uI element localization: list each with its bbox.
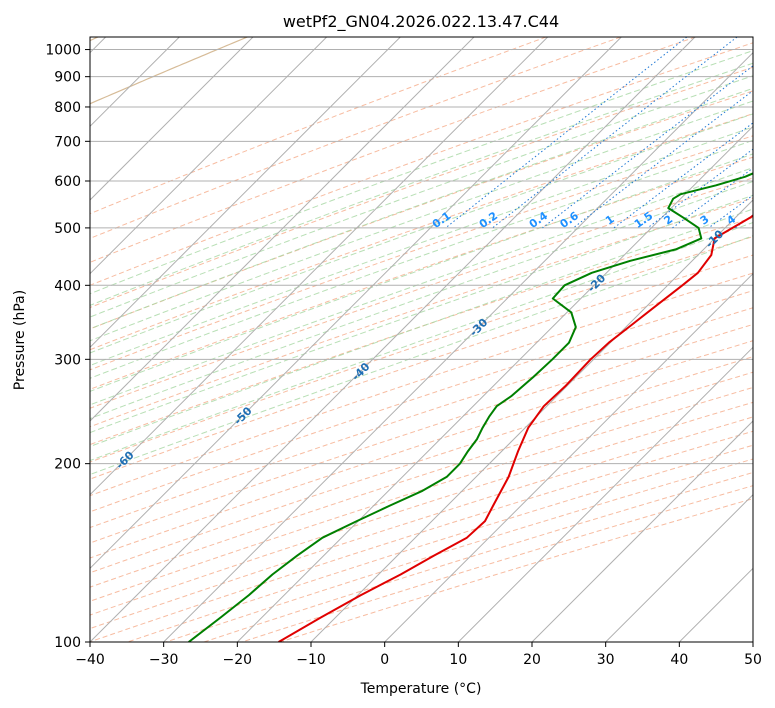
isotherm-gridline [605, 493, 753, 642]
sounding-profiles [188, 172, 753, 642]
x-tick-label: −20 [223, 652, 253, 668]
background-lines [90, 37, 753, 642]
dry-adiabat-line [90, 66, 753, 309]
moist-adiabat-line [90, 50, 753, 295]
axis-ticks: −40 −30 −20 −10 0 10 20 30 40 50 100 200 300 400 500 60… [45, 43, 762, 668]
isotherm-gridline [752, 641, 753, 642]
moist-adiabat-line [90, 180, 753, 420]
mixing-ratio-line [492, 37, 738, 229]
moist-adiabat-line [90, 208, 753, 448]
profile-line [278, 214, 753, 642]
x-tick-label: 40 [670, 652, 688, 668]
dry-adiabat-line [90, 386, 753, 602]
dry-adiabat-line [90, 37, 622, 239]
dry-adiabat-line [90, 272, 753, 497]
moist-adiabat-line [90, 75, 753, 318]
isotherm-label: -70 [0, 493, 19, 516]
isotherm-gridline [531, 420, 753, 642]
dry-adiabat-line [90, 371, 753, 588]
moist-adiabat-line [90, 194, 753, 434]
dry-adiabat-line [90, 113, 753, 351]
x-tick-label: −40 [75, 652, 105, 668]
y-tick-label: 300 [54, 352, 81, 368]
dry-adiabat-line [90, 323, 753, 544]
dry-adiabat-line [90, 254, 753, 480]
mixing-ratio-line [572, 90, 753, 229]
y-tick-label: 200 [54, 457, 81, 473]
y-tick-label: 600 [54, 174, 81, 190]
profile-line [188, 172, 753, 642]
isotherm-gridline [457, 346, 753, 642]
dry-adiabat-line [90, 156, 753, 390]
isotherm-gridline [236, 125, 753, 642]
moist-adiabat-line [90, 87, 753, 330]
x-tick-label: −30 [149, 652, 179, 668]
x-tick-label: 10 [449, 652, 467, 668]
plot-frame [89, 36, 754, 643]
dry-adiabat-line [90, 307, 753, 529]
x-tick-label: −10 [296, 652, 326, 668]
dry-adiabat-line [90, 290, 753, 513]
dry-adiabat-line [90, 356, 753, 574]
isotherm-gridline [90, 37, 254, 201]
y-tick-label: 800 [54, 100, 81, 116]
y-tick-label: 500 [54, 221, 81, 237]
isotherm-gridline [90, 37, 549, 496]
y-tick-label: 100 [54, 635, 81, 651]
x-tick-label: 0 [380, 652, 389, 668]
isotherm-gridline [90, 37, 328, 275]
y-axis-label: Pressure (hPa) [12, 290, 28, 390]
isotherm-gridline [90, 37, 622, 570]
y-tick-label: 900 [54, 70, 81, 86]
y-tick-label: 700 [54, 134, 81, 150]
x-tick-label: 30 [597, 652, 615, 668]
dry-adiabat-line [90, 340, 753, 559]
isotherm-gridline [90, 37, 475, 422]
dry-adiabat-line [90, 177, 753, 409]
moist-adiabat-line [90, 221, 753, 462]
mixing-ratio-label: 6 [763, 212, 775, 227]
plot-background [90, 37, 753, 642]
moist-adiabat-line [90, 62, 753, 306]
moist-adiabat-line [90, 167, 753, 406]
mixing-ratio-line [542, 65, 753, 229]
mixing-ratio-line [672, 167, 753, 229]
chart-title: wetPf2_GN04.2026.022.13.47.C44 [283, 12, 559, 32]
dry-adiabat-line [90, 42, 753, 286]
y-tick-label: 400 [54, 278, 81, 294]
dry-adiabat-line [90, 37, 248, 105]
x-axis-label: Temperature (°C) [360, 681, 482, 697]
isotherm-gridline [384, 272, 753, 642]
x-tick-label: 50 [744, 652, 762, 668]
isotherm-gridline [90, 37, 696, 642]
moist-adiabat-line [90, 139, 753, 379]
moist-adiabat-line [90, 153, 753, 392]
isotherm-gridline [163, 51, 753, 642]
x-tick-label: 20 [523, 652, 541, 668]
isotherm-gridline [90, 37, 401, 349]
y-tick-label: 1000 [45, 43, 81, 59]
